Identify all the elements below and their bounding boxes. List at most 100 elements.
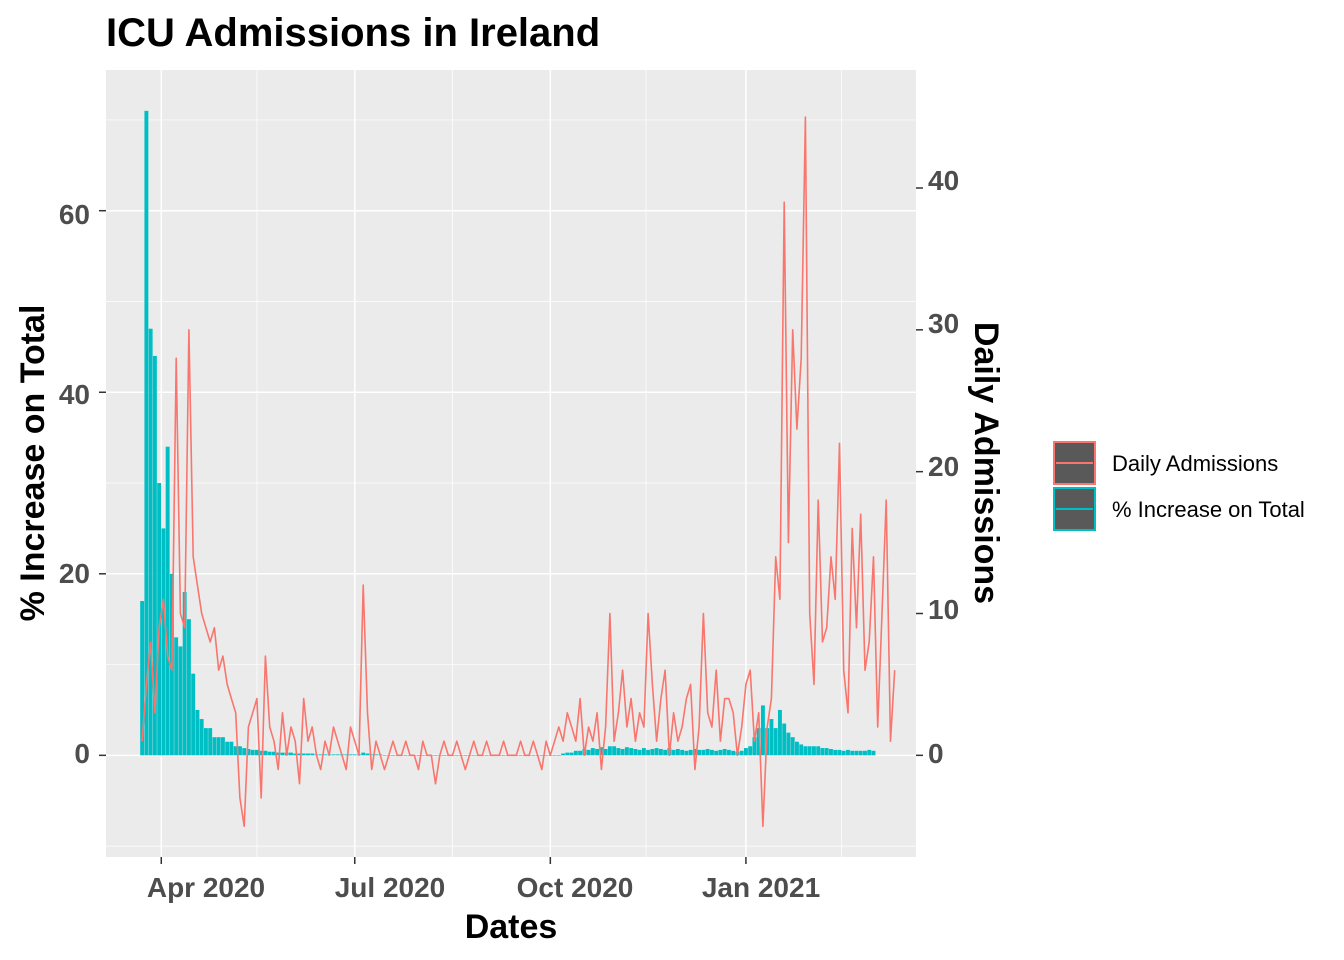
pct-increase-bar (782, 723, 787, 756)
y-right-tick-label: 0 (928, 738, 944, 769)
pct-increase-bar (518, 755, 523, 756)
pct-increase-bar (701, 749, 706, 756)
pct-increase-bar (629, 748, 634, 756)
pct-increase-bar (301, 753, 306, 756)
pct-increase-bar (539, 755, 544, 756)
right-tick-marks (916, 187, 923, 757)
pct-increase-bar (846, 749, 850, 756)
pct-increase-bar (174, 637, 179, 756)
pct-increase-bar (306, 753, 310, 756)
pct-increase-bar (433, 755, 438, 756)
pct-increase-bar (837, 749, 842, 756)
pct-increase-bar (769, 719, 774, 756)
pct-increase-bar (624, 747, 629, 756)
pct-increase-bar (259, 750, 264, 756)
pct-increase-bar (220, 737, 225, 756)
pct-increase-bar (195, 709, 200, 756)
pct-increase-bar (382, 755, 387, 756)
pct-increase-bar (352, 754, 357, 756)
pct-increase-bar (233, 746, 238, 756)
pct-increase-bar (680, 749, 685, 756)
pct-increase-bar (709, 749, 714, 756)
pct-increase-bar (374, 754, 378, 756)
pct-increase-bar (391, 755, 395, 756)
pct-increase-bar (867, 749, 872, 756)
pct-increase-bar (612, 746, 617, 756)
pct-increase-bar (739, 750, 744, 756)
pct-increase-bar (633, 748, 638, 756)
pct-increase-bar (552, 755, 557, 756)
pct-increase-bar (748, 746, 753, 756)
pct-increase-bar (671, 749, 676, 756)
pct-increase-bar (186, 619, 191, 756)
pct-increase-bar (718, 749, 723, 756)
pct-increase-bar (675, 748, 680, 756)
pct-increase-bar (157, 483, 162, 756)
pct-increase-bar (599, 747, 604, 756)
pct-increase-bar (182, 591, 187, 756)
chart-title: ICU Admissions in Ireland (106, 11, 600, 55)
grid-minor (106, 70, 916, 857)
pct-increase-bar (773, 728, 778, 756)
pct-increase-bar (565, 752, 570, 756)
pct-increase-bar (641, 748, 646, 756)
pct-increase-bar (165, 446, 170, 756)
pct-increase-bar (246, 748, 251, 756)
pct-increase-bar (199, 719, 204, 756)
pct-increase-bar (229, 741, 234, 756)
pct-increase-bar (471, 755, 476, 756)
y-left-tick-label: 20 (59, 558, 90, 589)
pct-increase-bar (697, 749, 702, 756)
legend-label-daily-admissions: Daily Admissions (1112, 451, 1278, 476)
x-tick-label: Jan 2021 (702, 872, 820, 903)
y-right-tick-label: 20 (928, 451, 959, 482)
pct-increase-bar (799, 744, 804, 756)
y-right-tick-label: 30 (928, 308, 959, 339)
pct-increase-bar (152, 355, 157, 756)
pct-increase-bar (620, 748, 625, 756)
pct-increase-bar (276, 752, 281, 756)
pct-increase-bar (331, 754, 336, 756)
pct-increase-bar (561, 753, 566, 756)
pct-increase-bar (454, 755, 459, 756)
legend-label-pct-increase: % Increase on Total (1112, 497, 1305, 522)
x-axis-title: Dates (465, 908, 558, 946)
pct-increase-bar (140, 601, 145, 756)
pct-increase-bar (501, 755, 506, 756)
pct-increase-bar (148, 328, 153, 756)
pct-increase-bar (144, 110, 149, 756)
pct-increase-bar (650, 748, 655, 756)
pct-increase-bar (833, 749, 838, 756)
pct-increase-bar (178, 646, 183, 756)
pct-increase-bar (335, 754, 340, 756)
pct-increase-bar (323, 754, 327, 756)
bottom-axis: Apr 2020 Jul 2020 Oct 2020 Jan 2021 (147, 857, 820, 903)
pct-increase-bar (263, 750, 268, 756)
pct-increase-bar (289, 752, 293, 756)
pct-increase-bar (578, 750, 583, 756)
y-right-tick-label: 10 (928, 594, 959, 625)
y-left-tick-label: 40 (59, 379, 90, 410)
right-axis: 0 10 20 30 40 (916, 165, 959, 769)
pct-increase-bar (731, 750, 736, 756)
pct-increase-bar (310, 753, 315, 756)
pct-increase-bar (250, 749, 255, 756)
pct-increase-bar (365, 753, 370, 756)
pct-increase-bar (369, 754, 374, 756)
pct-increase-bar (254, 749, 259, 756)
pct-increase-bar (663, 749, 668, 756)
pct-increase-bar (225, 741, 230, 756)
pct-increase-bar (531, 755, 536, 756)
pct-increase-bar (811, 746, 816, 756)
x-tick-label: Oct 2020 (517, 872, 634, 903)
pct-increase-bar (556, 755, 561, 756)
pct-increase-bar (841, 750, 846, 756)
pct-increase-bar (191, 673, 196, 756)
y-left-tick-label: 60 (59, 199, 90, 230)
pct-increase-bar (803, 746, 808, 756)
pct-increase-bar (267, 751, 272, 756)
pct-increase-bar (786, 732, 791, 756)
pct-increase-bar (654, 748, 659, 756)
pct-increase-bar (344, 754, 349, 756)
